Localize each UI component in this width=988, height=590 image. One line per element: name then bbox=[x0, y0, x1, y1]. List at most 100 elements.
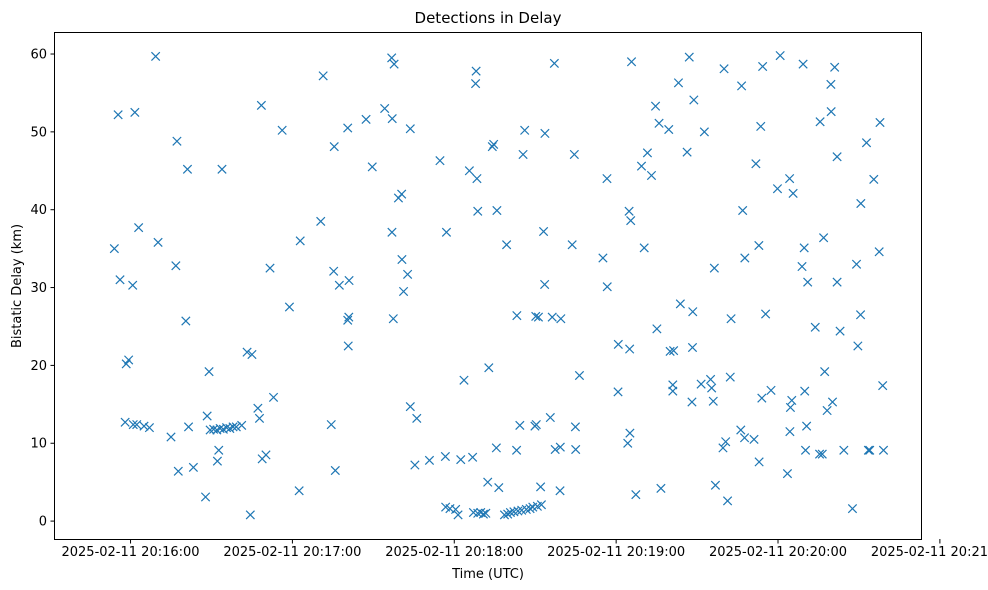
data-point bbox=[710, 480, 721, 490]
data-point bbox=[329, 142, 339, 152]
data-point bbox=[709, 263, 719, 273]
data-point bbox=[520, 125, 530, 135]
data-point bbox=[855, 310, 866, 320]
data-point bbox=[739, 433, 750, 443]
data-point bbox=[472, 173, 482, 184]
data-point bbox=[856, 198, 866, 209]
data-point bbox=[571, 444, 581, 455]
data-point bbox=[501, 240, 512, 250]
data-point bbox=[361, 114, 371, 125]
data-point bbox=[758, 61, 768, 72]
data-point bbox=[863, 445, 874, 455]
data-point bbox=[803, 277, 813, 287]
data-point bbox=[343, 315, 353, 325]
data-point bbox=[822, 405, 832, 416]
data-point bbox=[471, 66, 481, 76]
data-point bbox=[689, 95, 699, 105]
data-point bbox=[380, 103, 390, 114]
data-point bbox=[326, 419, 336, 430]
data-point bbox=[499, 510, 510, 520]
data-point bbox=[555, 442, 565, 452]
data-point bbox=[139, 421, 149, 431]
data-point bbox=[549, 58, 559, 68]
data-point bbox=[569, 149, 579, 160]
y-tick-label: 0 bbox=[39, 515, 47, 530]
y-tick-label: 30 bbox=[30, 281, 47, 296]
data-point bbox=[668, 386, 678, 396]
data-point bbox=[200, 492, 211, 502]
data-point bbox=[798, 59, 808, 69]
y-tick-label: 20 bbox=[30, 359, 47, 374]
data-point bbox=[389, 59, 399, 69]
data-point bbox=[832, 152, 842, 162]
data-point bbox=[217, 164, 227, 174]
data-point bbox=[172, 136, 182, 146]
data-point bbox=[388, 314, 398, 324]
data-point bbox=[624, 206, 634, 216]
data-point bbox=[535, 482, 546, 492]
data-point bbox=[134, 222, 144, 233]
x-axis-label: Time (UTC) bbox=[451, 567, 524, 582]
data-point bbox=[738, 205, 748, 216]
data-point bbox=[120, 417, 130, 427]
data-point bbox=[467, 452, 478, 462]
data-point bbox=[512, 310, 522, 321]
data-point bbox=[788, 188, 798, 198]
data-point bbox=[861, 138, 872, 148]
data-point bbox=[451, 504, 461, 515]
data-point bbox=[387, 227, 397, 237]
plot-frame bbox=[54, 32, 922, 540]
data-point bbox=[664, 124, 674, 135]
data-point bbox=[109, 244, 119, 254]
data-point bbox=[547, 312, 557, 322]
data-point bbox=[705, 374, 716, 385]
data-point bbox=[183, 422, 194, 432]
data-point bbox=[515, 420, 525, 430]
data-point bbox=[699, 127, 709, 137]
data-point bbox=[329, 266, 339, 276]
data-point bbox=[574, 370, 585, 381]
data-point bbox=[456, 454, 466, 465]
data-point bbox=[405, 124, 415, 134]
data-point bbox=[294, 486, 304, 496]
data-point bbox=[766, 385, 776, 395]
data-point bbox=[687, 397, 697, 407]
data-point bbox=[696, 379, 706, 389]
data-point bbox=[830, 62, 840, 72]
data-point bbox=[782, 468, 793, 479]
data-point bbox=[124, 355, 134, 365]
data-point bbox=[130, 107, 140, 118]
data-point bbox=[626, 57, 637, 67]
data-point bbox=[484, 363, 494, 373]
data-point bbox=[128, 280, 138, 290]
data-point bbox=[245, 510, 255, 520]
data-point bbox=[478, 509, 489, 519]
data-point bbox=[153, 237, 163, 248]
data-point bbox=[736, 81, 747, 91]
data-point bbox=[261, 450, 271, 460]
data-point bbox=[874, 247, 884, 257]
data-point bbox=[491, 443, 501, 453]
data-point bbox=[144, 423, 155, 433]
data-point bbox=[435, 156, 445, 166]
data-point bbox=[826, 79, 836, 90]
data-point bbox=[820, 367, 830, 377]
data-point bbox=[397, 189, 407, 199]
data-point bbox=[749, 434, 759, 444]
data-point bbox=[277, 125, 287, 135]
data-point bbox=[531, 311, 541, 321]
data-point bbox=[751, 159, 761, 169]
data-point bbox=[550, 444, 560, 455]
data-point bbox=[878, 381, 888, 391]
data-point bbox=[682, 147, 692, 157]
data-point bbox=[513, 506, 523, 516]
data-point bbox=[625, 428, 635, 438]
data-point bbox=[736, 425, 746, 435]
data-point bbox=[760, 309, 771, 319]
data-point bbox=[826, 107, 836, 117]
data-point bbox=[253, 403, 263, 413]
data-point bbox=[536, 500, 547, 510]
data-point bbox=[684, 52, 694, 62]
data-point bbox=[785, 426, 795, 437]
data-point bbox=[556, 314, 566, 324]
